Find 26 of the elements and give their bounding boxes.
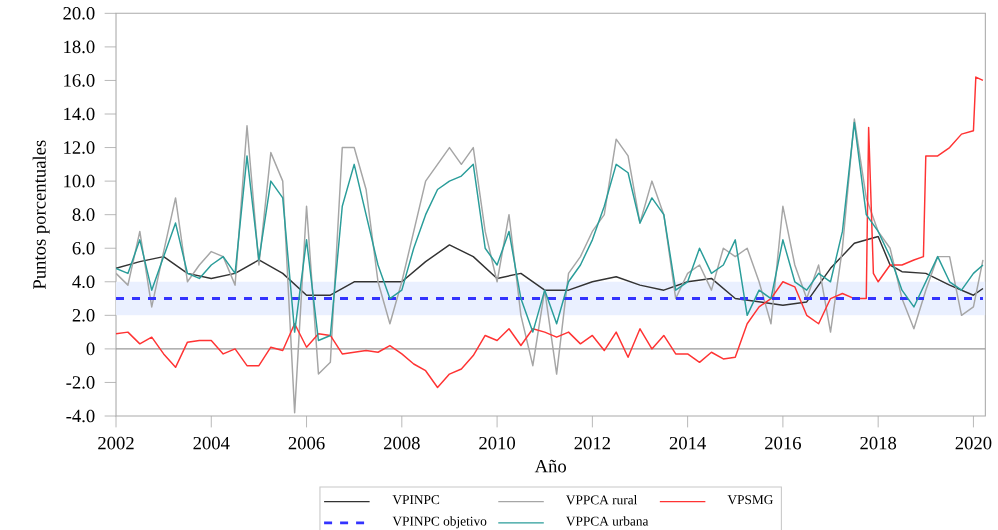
y-tick-label: 16.0 <box>64 74 95 87</box>
x-tick-label: 2006 <box>288 436 325 450</box>
y-tick-label: -2.0 <box>66 376 95 389</box>
y-axis-title: Puntos porcentuales <box>32 140 50 290</box>
y-tick-label: 6.0 <box>72 241 95 255</box>
y-tick-label: 2.0 <box>72 308 95 322</box>
y-tick-label: 12.0 <box>64 141 95 154</box>
y-tick-label: -4.0 <box>66 409 95 423</box>
y-tick-label: 0 <box>86 342 95 356</box>
y-tick-label: 4.0 <box>72 275 95 289</box>
x-tick-label: 2004 <box>193 436 230 450</box>
x-tick-label: 2018 <box>860 436 897 450</box>
x-tick-label: 2010 <box>479 436 516 450</box>
y-tick-label: 14.0 <box>64 107 95 121</box>
y-tick-label: 20.0 <box>63 6 95 20</box>
y-tick-label: 10.0 <box>64 174 95 188</box>
y-tick-label: 18.0 <box>64 40 95 54</box>
x-tick-label: 2020 <box>955 436 992 450</box>
x-tick-label: 2002 <box>98 436 134 450</box>
x-tick-label: 2016 <box>765 436 802 450</box>
line-series <box>116 76 984 389</box>
x-tick-label: 2014 <box>669 436 706 450</box>
x-tick-label: 2008 <box>383 436 420 450</box>
x-tick-label: 2012 <box>574 436 610 450</box>
x-axis-title: Año <box>534 459 567 473</box>
y-tick-label: 8.0 <box>72 208 95 221</box>
